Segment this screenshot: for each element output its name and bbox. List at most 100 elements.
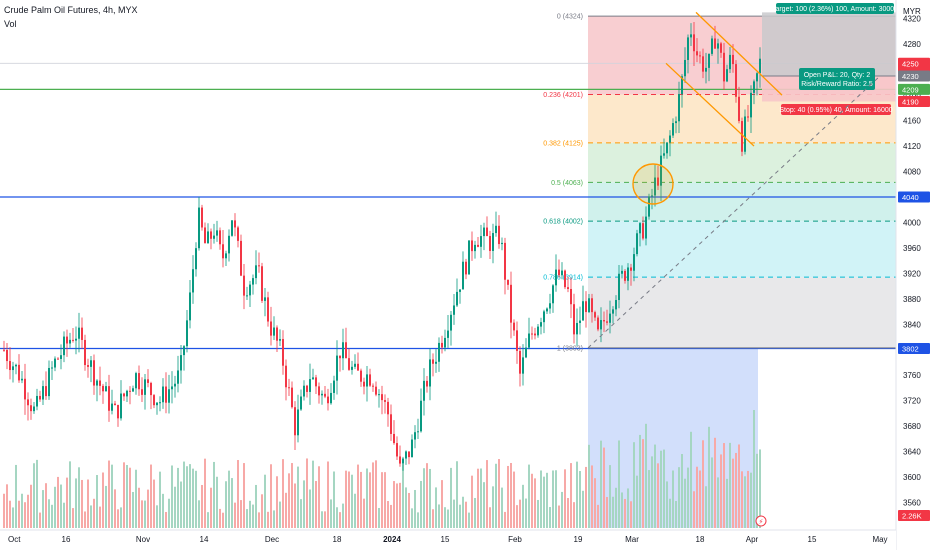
candle-body — [711, 38, 713, 54]
candle-body — [123, 393, 125, 397]
price-tag-value: 4250 — [902, 59, 919, 68]
volume-bar — [402, 464, 404, 528]
candle-body — [198, 207, 200, 249]
candle-body — [18, 364, 20, 381]
volume-bar — [108, 460, 110, 528]
price-tick-label: 4160 — [903, 117, 921, 126]
candle-body — [135, 373, 137, 389]
volume-bar — [666, 481, 668, 528]
currency-label: MYR — [903, 7, 921, 16]
volume-bar — [678, 467, 680, 528]
volume-bar — [162, 493, 164, 528]
candle-body — [549, 303, 551, 309]
candle-body — [606, 321, 608, 323]
candle-body — [489, 236, 491, 251]
volume-bar — [309, 489, 311, 528]
candle-body — [60, 355, 62, 359]
dashed-trendline — [587, 75, 881, 349]
candle-body — [261, 266, 263, 301]
candle-body — [678, 94, 680, 122]
target-zone — [762, 12, 896, 77]
candle-body — [51, 367, 53, 369]
candle-body — [696, 51, 698, 56]
candle-body — [66, 336, 68, 344]
price-tick-label: 3760 — [903, 371, 921, 380]
candle-body — [699, 55, 701, 57]
fib-label: 1 (3803) — [557, 345, 583, 352]
volume-bar — [756, 453, 758, 528]
target-label-box — [776, 3, 894, 14]
time-tick-label: 18 — [333, 535, 342, 544]
candle-body — [567, 287, 569, 289]
volume-bar — [570, 463, 572, 528]
candle-body — [444, 337, 446, 348]
candle-body — [432, 359, 434, 364]
candle-body — [660, 155, 662, 186]
candle-body — [423, 380, 425, 401]
volume-bar — [420, 480, 422, 528]
price-tick-label: 4080 — [903, 168, 921, 177]
volume-bar — [621, 492, 623, 528]
candle-body — [645, 216, 647, 239]
candle-body — [165, 386, 167, 403]
candle-body — [204, 227, 206, 244]
volume-bar — [357, 464, 359, 528]
volume-bar — [687, 467, 689, 528]
volume-bar — [750, 472, 752, 528]
volume-bar — [336, 507, 338, 528]
time-tick-label: 14 — [200, 535, 209, 544]
candle-body — [234, 220, 236, 228]
volume-bar — [489, 507, 491, 528]
volume-bar — [630, 501, 632, 528]
position-info-box — [799, 68, 875, 90]
volume-bar — [681, 454, 683, 528]
volume-bar — [327, 461, 329, 528]
candle-body — [237, 227, 239, 241]
candle-body — [459, 289, 461, 292]
candle-body — [666, 142, 668, 154]
volume-bar — [540, 470, 542, 528]
volume-bar — [21, 493, 23, 528]
price-tick-label: 3680 — [903, 422, 921, 431]
volume-bar — [426, 463, 428, 528]
candle-body — [630, 267, 632, 271]
volume-bar — [324, 511, 326, 528]
volume-bar — [126, 465, 128, 528]
volume-bar — [174, 486, 176, 528]
volume-bar — [249, 500, 251, 528]
candle-body — [348, 358, 350, 370]
volume-bar — [600, 440, 602, 528]
candle-body — [69, 339, 71, 344]
volume-bar — [471, 475, 473, 528]
volume-bar — [201, 484, 203, 528]
candle-body — [609, 313, 611, 323]
candle-body — [231, 220, 233, 236]
volume-bar — [99, 506, 101, 528]
candle-body — [312, 377, 314, 380]
volume-bar — [663, 449, 665, 528]
volume-bar — [447, 509, 449, 528]
volume-bar — [75, 478, 77, 528]
candle-body — [381, 394, 383, 401]
candle-body — [171, 386, 173, 390]
candle-body — [405, 451, 407, 459]
volume-bar — [354, 493, 356, 528]
candle-body — [258, 265, 260, 267]
candle-body — [57, 358, 59, 360]
candle-body — [375, 386, 377, 395]
volume-bar — [219, 508, 221, 528]
volume-bar — [63, 502, 65, 528]
volume-bar — [642, 439, 644, 528]
candle-body — [591, 298, 593, 313]
volume-bar — [501, 487, 503, 528]
volume-bar — [69, 461, 71, 528]
volume-bar — [591, 465, 593, 528]
candle-body — [558, 269, 560, 276]
volume-bar — [462, 496, 464, 528]
candle-body — [486, 227, 488, 237]
candle-body — [426, 380, 428, 387]
candle-body — [21, 378, 23, 381]
volume-bar — [285, 492, 287, 528]
volume-bar — [36, 459, 38, 528]
